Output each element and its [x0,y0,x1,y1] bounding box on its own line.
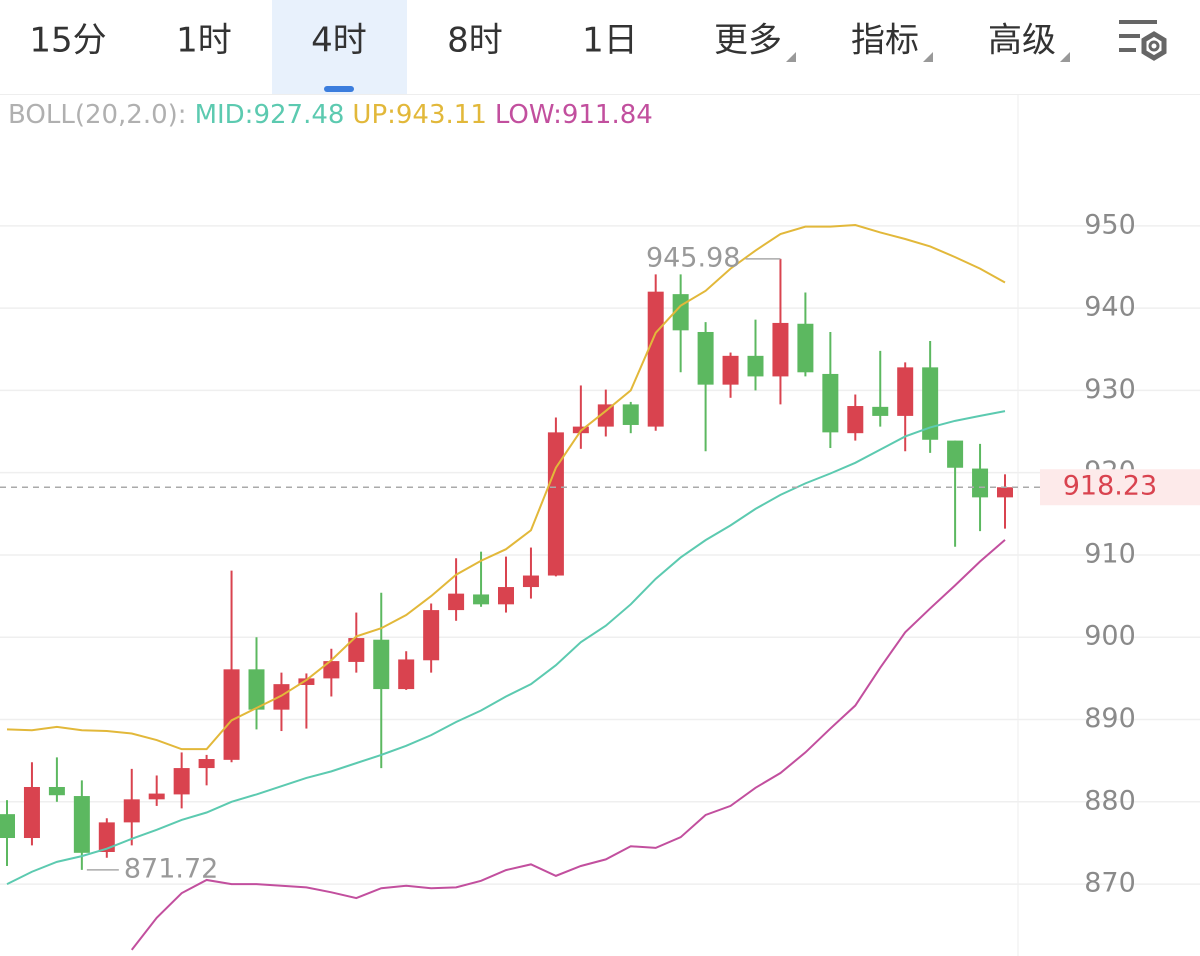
candle-body [597,404,614,427]
candle-body [248,669,265,710]
y-tick-label: 910 [1084,538,1136,569]
candle-body [98,822,115,852]
y-tick-label: 950 [1084,209,1136,240]
boll-line [130,539,1006,951]
last-price-badge [1040,469,1200,506]
last-price-label: 918.23 [1063,471,1157,502]
candle-body [522,575,539,588]
dropdown-arrow [923,52,933,62]
candle-body [48,786,65,796]
indicator-name: BOLL(20,2.0): [8,100,187,130]
candle-body [547,432,564,576]
candle-body [972,468,989,498]
candle-body [847,406,864,434]
candle-body [897,367,914,416]
candle-body [772,322,789,377]
plot-area [0,224,1013,951]
candle-body [997,487,1013,498]
candle-body [622,404,639,425]
candle-body [223,669,240,760]
y-tick-label: 890 [1084,703,1136,734]
menu-tab[interactable]: 更多 [714,21,782,61]
boll-line [6,410,1006,885]
candle-body [398,659,415,690]
candle-body [348,638,365,662]
y-tick-label: 870 [1084,868,1136,899]
candle-body [0,814,15,839]
timeframe-tab[interactable]: 15分 [29,21,106,61]
timeframe-tab[interactable]: 1时 [176,21,232,61]
candle-body [273,684,290,710]
candle-body [797,323,814,373]
dropdown-arrow [1060,52,1070,62]
candle-body [148,793,165,800]
candle-body [448,593,465,611]
high-marker-label: 945.98 [646,242,740,273]
y-tick-label: 900 [1084,621,1136,652]
y-tick-label: 940 [1084,292,1136,323]
timeframe-tab[interactable]: 8时 [447,21,503,61]
timeframe-tab[interactable]: 1日 [582,21,638,61]
y-tick-label: 880 [1084,785,1136,816]
candle-body [173,768,190,795]
candle-body [872,406,889,416]
candle-body [922,367,939,440]
dropdown-arrow [786,52,796,62]
candle-body [423,610,440,661]
settings-icon[interactable] [1119,20,1167,61]
candle-body [373,639,390,690]
candle-body [323,661,340,679]
candle-body [747,355,764,377]
candle-body [822,373,839,433]
candle-body [298,678,315,685]
active-tab-bg [272,0,407,94]
candle-body [123,799,140,823]
legend-entry: LOW:911.84 [495,100,653,130]
candle-body [198,759,215,769]
menu-tab[interactable]: 指标 [851,21,919,61]
low-marker-label: 871.72 [124,853,218,884]
candle-body [697,331,714,385]
indicator-legend: BOLL(20,2.0): MID:927.48 UP:943.11 LOW:911.… [8,100,653,130]
boll-line [6,224,1006,751]
candle-body [947,440,964,468]
active-tab-indicator [324,86,354,92]
candle-body [722,355,739,385]
legend-entry: UP:943.11 [352,100,486,130]
candle-body [23,786,40,839]
toolbar-border [0,94,1200,95]
menu-tab[interactable]: 高级 [988,21,1056,61]
candle-body [473,594,490,605]
y-tick-label: 930 [1084,374,1136,405]
candle-body [647,291,664,427]
candle-body [498,587,514,605]
candle-body [73,796,90,853]
legend-entry: MID:927.48 [195,100,345,130]
timeframe-tab[interactable]: 4时 [311,21,367,61]
